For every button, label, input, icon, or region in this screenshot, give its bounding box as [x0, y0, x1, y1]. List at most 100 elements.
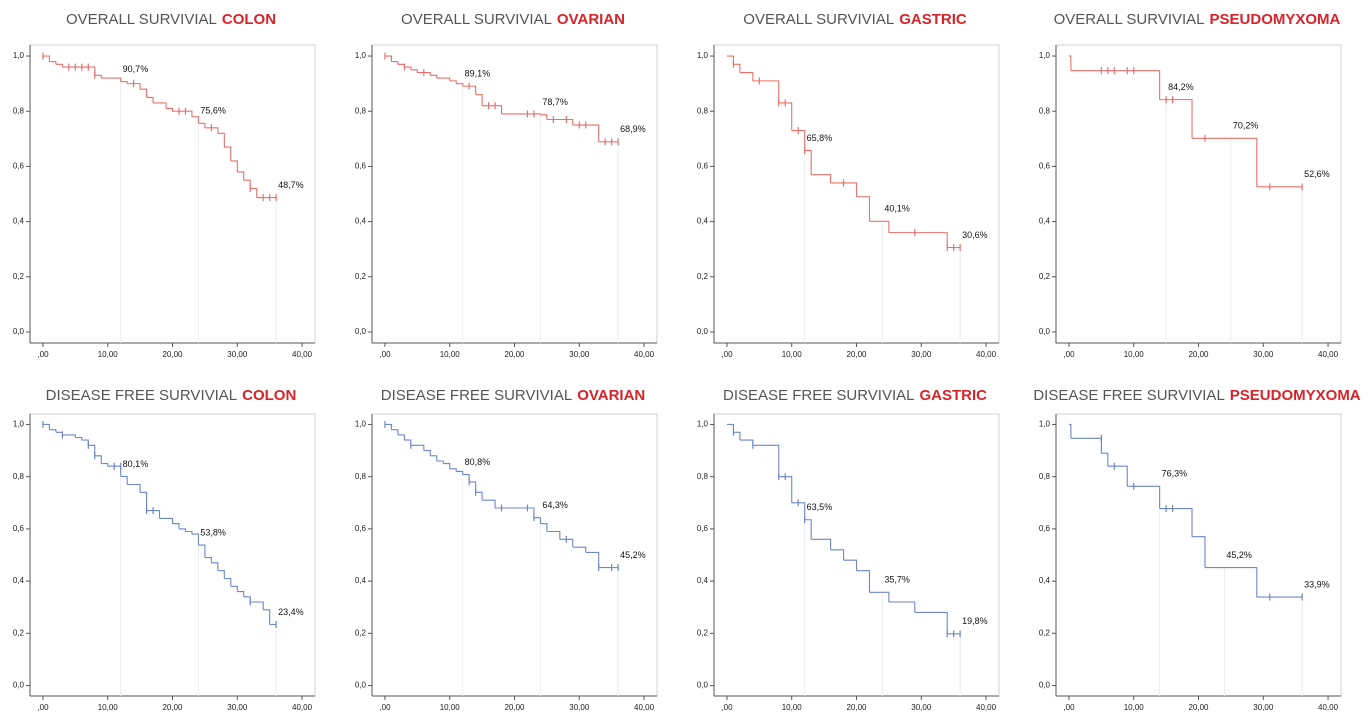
survival-step: [1159, 99, 1193, 139]
y-tick-label: 1,0: [697, 420, 709, 429]
survival-step: [217, 570, 225, 579]
y-tick-label: 0,8: [1039, 472, 1051, 481]
y-tick-label: 0,6: [697, 524, 709, 533]
survival-step: [230, 160, 238, 172]
x-tick-label: 20,00: [162, 350, 183, 359]
survival-step: [94, 455, 102, 464]
y-tick-label: 0,0: [13, 327, 25, 336]
title-highlight: PSEUDOMYXOMA: [1230, 387, 1361, 404]
panel-title: DISEASE FREE SURVIVIAL COLON: [46, 387, 297, 404]
y-tick-label: 0,6: [13, 524, 25, 533]
survival-step: [482, 499, 496, 508]
survival-step: [230, 585, 238, 592]
panel-title: DISEASE FREE SURVIVIAL OVARIAN: [381, 387, 646, 404]
title-text: DISEASE FREE SURVIVIAL: [46, 387, 237, 404]
x-tick-label: 40,00: [292, 703, 313, 712]
survival-step: [1070, 70, 1161, 100]
panel: OVERALL SURVIVIAL COLON 0,0 0,2 0,4 0,6 0,8 1,0…: [13, 11, 316, 359]
survival-step: [469, 481, 477, 493]
survival-step: [752, 444, 780, 477]
title-text: DISEASE FREE SURVIVIAL: [723, 387, 914, 404]
survival-step: [404, 66, 412, 70]
survival-step: [127, 483, 141, 493]
x-tick-label: ,00: [721, 350, 733, 359]
survival-step: [127, 83, 141, 90]
survival-step: [172, 523, 180, 529]
x-tick-label: 40,00: [976, 703, 997, 712]
x-tick-label: ,00: [1063, 350, 1075, 359]
survival-step: [456, 83, 464, 87]
survival-step: [778, 102, 793, 131]
y-tick-label: 1,0: [13, 51, 25, 60]
survival-step: [88, 444, 96, 456]
y-tick-label: 0,8: [697, 106, 709, 115]
y-tick-label: 0,2: [13, 628, 25, 637]
x-tick-label: 30,00: [227, 703, 248, 712]
survival-step: [475, 94, 483, 106]
y-tick-label: 0,2: [355, 628, 367, 637]
annotation: 76,3%: [1162, 469, 1188, 479]
x-tick-label: 20,00: [846, 350, 867, 359]
y-tick-label: 1,0: [13, 420, 25, 429]
plot-frame: [371, 44, 658, 344]
y-tick-label: 0,2: [697, 628, 709, 637]
x-tick-label: 20,00: [504, 350, 525, 359]
x-tick-label: 10,00: [1124, 350, 1145, 359]
y-tick-label: 0,4: [1039, 576, 1051, 585]
survival-step: [49, 61, 57, 65]
survival-step: [185, 530, 193, 535]
y-tick-label: 1,0: [1039, 51, 1051, 60]
survival-step: [585, 551, 600, 568]
survival-step: [430, 455, 438, 461]
annotation: 80,1%: [123, 459, 149, 469]
y-tick-label: 0,0: [1039, 327, 1051, 336]
survival-step: [140, 491, 148, 511]
y-tick-label: 0,8: [13, 472, 25, 481]
y-tick-label: 0,0: [697, 681, 709, 690]
survival-step: [404, 439, 412, 446]
y-tick-label: 0,6: [355, 162, 367, 171]
x-tick-label: 30,00: [1253, 703, 1274, 712]
survival-step: [49, 429, 57, 433]
survival-step: [449, 80, 457, 84]
annotation: 35,7%: [884, 575, 910, 585]
y-tick-label: 0,6: [697, 162, 709, 171]
annotation: 45,2%: [620, 550, 646, 560]
survival-step: [888, 232, 948, 248]
survival-step: [430, 74, 438, 79]
survival-step: [1127, 485, 1161, 509]
survival-step: [752, 80, 780, 103]
survival-step: [914, 611, 948, 634]
x-tick-label: 20,00: [1188, 703, 1209, 712]
x-tick-label: ,00: [37, 703, 49, 712]
annotation: 68,9%: [620, 124, 646, 134]
x-tick-label: 40,00: [1318, 703, 1339, 712]
survival-step: [101, 463, 109, 467]
survival-step: [462, 474, 470, 482]
survival-step: [204, 127, 219, 134]
plot-frame: [29, 44, 316, 344]
survival-step: [410, 444, 425, 451]
survival-step: [146, 96, 154, 103]
survival-step: [791, 502, 806, 520]
annotation: 48,7%: [278, 180, 304, 190]
survival-step: [417, 72, 431, 76]
panel: DISEASE FREE SURVIVIAL COLON 0,0 0,2 0,4 0,6 0…: [13, 387, 316, 712]
x-tick-label: 20,00: [504, 703, 525, 712]
title-text: DISEASE FREE SURVIVIAL: [381, 387, 572, 404]
survival-step: [384, 423, 392, 430]
survival-step: [191, 533, 199, 546]
survival-step: [263, 609, 271, 625]
annotation: 78,7%: [542, 97, 568, 107]
annotation: 52,6%: [1304, 169, 1330, 179]
survival-step: [449, 468, 457, 472]
survival-step: [384, 55, 392, 62]
annotation: 80,8%: [465, 457, 491, 467]
y-tick-label: 0,4: [13, 217, 25, 226]
x-tick-label: 10,00: [98, 703, 119, 712]
y-tick-label: 0,8: [355, 472, 367, 481]
survival-step: [733, 431, 741, 441]
survival-step: [101, 77, 122, 82]
survival-step: [726, 55, 734, 65]
y-tick-label: 1,0: [355, 420, 367, 429]
